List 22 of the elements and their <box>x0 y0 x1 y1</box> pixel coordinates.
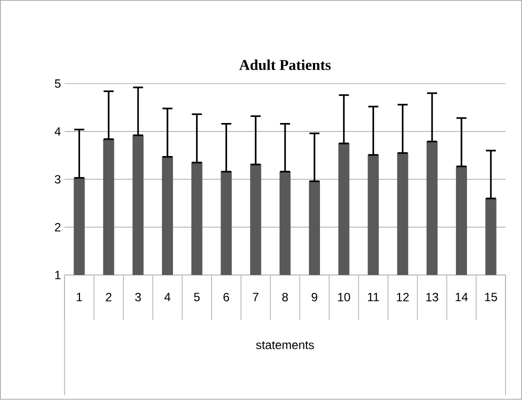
x-tick-label: 3 <box>135 292 141 302</box>
x-tick-label: 4 <box>164 292 170 302</box>
x-tick-label: 13 <box>426 292 438 302</box>
x-tick-label: 8 <box>282 292 288 302</box>
x-tick-label: 5 <box>194 292 200 302</box>
chart-title: Adult Patients <box>239 60 331 70</box>
y-tick-label: 3 <box>54 175 60 184</box>
x-tick-label: 6 <box>224 292 230 302</box>
x-tick-label: 7 <box>252 292 258 302</box>
x-tick-label: 9 <box>312 292 318 302</box>
y-tick-label: 5 <box>54 80 61 88</box>
x-tick-label: 10 <box>338 292 350 302</box>
y-tick-label: 2 <box>54 223 60 232</box>
y-tick-label: 4 <box>54 127 61 136</box>
y-tick-label: 1 <box>55 271 60 280</box>
x-tick-label: 14 <box>456 292 468 302</box>
x-tick-label: 11 <box>368 292 379 302</box>
x-tick-label: 2 <box>106 292 112 302</box>
x-axis-title: statements <box>256 341 314 350</box>
x-tick-label: 15 <box>485 292 498 302</box>
x-tick-label: 1 <box>76 292 82 302</box>
x-tick-label: 12 <box>396 292 409 302</box>
